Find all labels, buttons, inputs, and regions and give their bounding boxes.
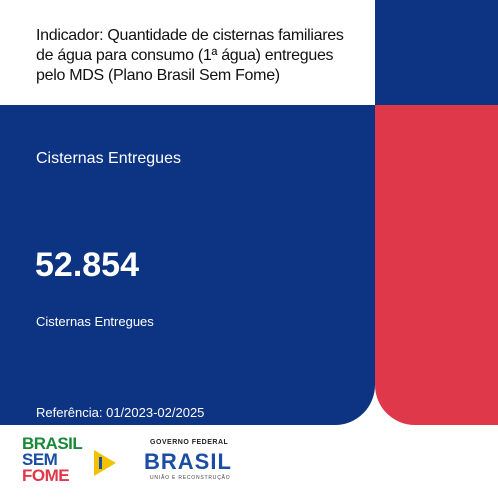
logo-text: SEM <box>22 450 58 469</box>
card-value: 52.854 <box>35 246 139 284</box>
card <box>0 105 375 425</box>
logo-brasil-sem-fome: BRASIL SEM FOME <box>22 434 83 485</box>
logo-gov-bottom: UNIÃO E RECONSTRUÇÃO <box>150 475 231 481</box>
decor-red <box>375 105 498 425</box>
card-caption: Cisternas Entregues <box>36 314 154 329</box>
logo-text: FOME <box>22 466 70 485</box>
card-label: Cisternas Entregues <box>36 150 181 167</box>
logo-gov-main: BRASIL <box>144 449 232 474</box>
logo-gov-top: GOVERNO FEDERAL <box>150 439 229 446</box>
logo-icon <box>94 450 116 476</box>
card-reference: Referência: 01/2023-02/2025 <box>36 405 205 420</box>
logo-text: BRASIL <box>22 434 83 453</box>
decor-blue <box>375 0 498 110</box>
title: Indicador: Quantidade de cisternas famil… <box>36 27 344 84</box>
